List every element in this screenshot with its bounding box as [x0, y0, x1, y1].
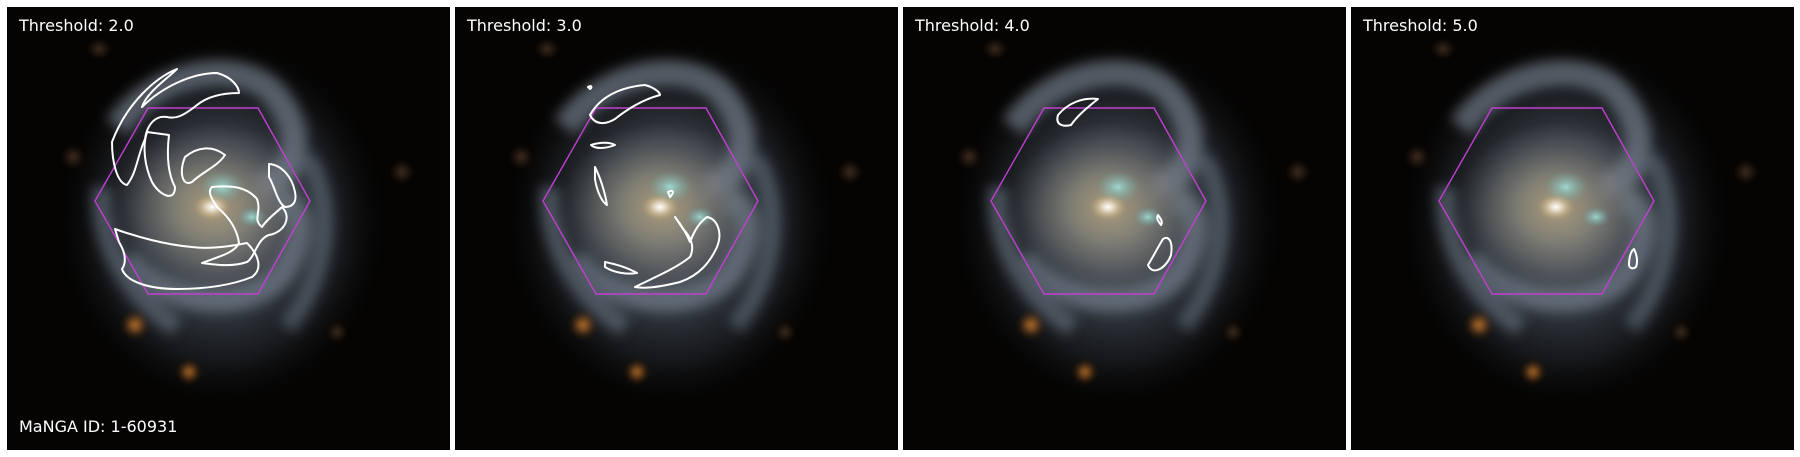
galaxy-image	[7, 7, 450, 450]
galaxy-image	[455, 7, 898, 450]
threshold-label: Threshold: 2.0	[19, 16, 134, 35]
image-panel-threshold-5: Threshold: 5.0	[1351, 7, 1794, 450]
contour-lines	[111, 68, 297, 290]
galaxy-image	[903, 7, 1346, 450]
galaxy-image	[1351, 7, 1794, 450]
image-panel-threshold-2: Threshold: 2.0 MaNGA ID: 1-60931	[7, 7, 450, 450]
contour-lines	[1056, 97, 1173, 272]
image-panel-threshold-4: Threshold: 4.0	[903, 7, 1346, 450]
threshold-label: Threshold: 4.0	[915, 16, 1030, 35]
threshold-label: Threshold: 3.0	[467, 16, 582, 35]
contour-lines	[1628, 248, 1639, 270]
threshold-label: Threshold: 5.0	[1363, 16, 1478, 35]
manga-id-label: MaNGA ID: 1-60931	[19, 417, 178, 436]
image-panel-threshold-3: Threshold: 3.0	[455, 7, 898, 450]
contour-lines	[587, 84, 721, 289]
